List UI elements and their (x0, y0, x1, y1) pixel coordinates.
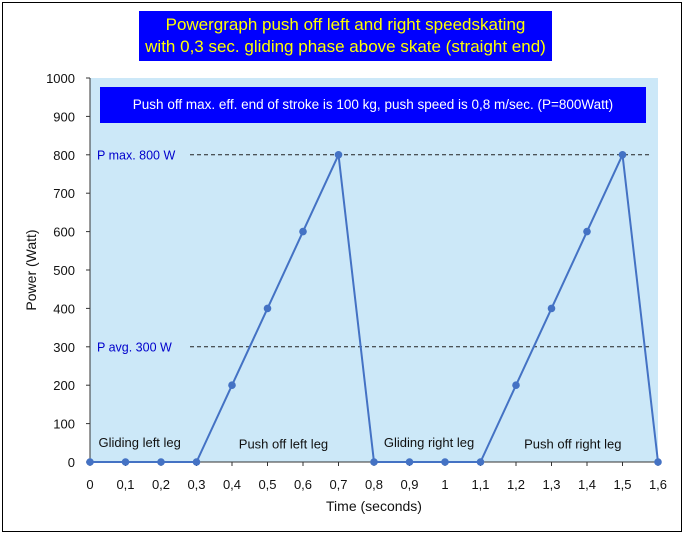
x-tick-label: 1,2 (507, 477, 525, 492)
y-tick-label: 200 (53, 378, 75, 393)
x-tick-label: 1,1 (471, 477, 489, 492)
chart-subtitle: Push off max. eff. end of stroke is 100 … (132, 97, 614, 112)
plot-area (90, 78, 658, 462)
x-tick-label: 0,3 (187, 477, 205, 492)
y-tick-label: 800 (53, 148, 75, 163)
phase-label: Push off right leg (524, 437, 621, 452)
chart-title-line-2: with 0,3 sec. gliding phase above skate … (145, 37, 546, 56)
x-tick-label: 1,5 (613, 477, 631, 492)
chart-title-box: Powergraph push off left and right speed… (139, 11, 552, 61)
y-tick-label: 1000 (46, 71, 75, 86)
data-point (547, 304, 556, 313)
data-point (86, 458, 94, 466)
chart-subtitle-box: Push off max. eff. end of stroke is 100 … (100, 87, 646, 123)
x-tick-label: 0 (86, 477, 93, 492)
x-tick-label: 0,7 (329, 477, 347, 492)
phase-label: Push off left leg (239, 437, 328, 452)
data-point (583, 227, 591, 236)
x-tick-label: 0,2 (152, 477, 170, 492)
x-tick-label: 0,8 (365, 477, 383, 492)
x-tick-label: 1 (441, 477, 448, 492)
y-tick-label: 500 (53, 263, 75, 278)
data-point (441, 458, 449, 466)
x-tick-label: 1,3 (542, 477, 560, 492)
x-tick-label: 1,4 (578, 477, 596, 492)
y-tick-label: 100 (53, 417, 75, 432)
y-tick-label: 300 (53, 340, 75, 355)
x-tick-label: 0,1 (116, 477, 134, 492)
x-tick-label: 0,6 (294, 477, 312, 492)
x-axis-label: Time (seconds) (326, 498, 422, 514)
x-tick-label: 0,4 (223, 477, 241, 492)
data-point (263, 304, 272, 313)
y-tick-label: 900 (53, 109, 75, 124)
data-point (121, 458, 130, 466)
reference-label-300: P avg. 300 W (97, 340, 172, 354)
data-point (405, 458, 414, 466)
y-tick-label: 700 (53, 186, 75, 201)
data-point (476, 458, 485, 466)
phase-label: Gliding right leg (384, 435, 474, 450)
chart-title-line-1: Powergraph push off left and right speed… (165, 15, 526, 34)
data-point (157, 458, 165, 466)
data-point (228, 381, 236, 390)
y-tick-label: 0 (68, 455, 75, 470)
x-tick-label: 1,6 (649, 477, 667, 492)
phase-label: Gliding left leg (99, 435, 181, 450)
data-point (370, 458, 378, 466)
x-tick-label: 0,5 (258, 477, 276, 492)
data-point (512, 381, 520, 390)
data-point (618, 151, 627, 159)
x-tick-label: 0,9 (400, 477, 418, 492)
data-point (334, 151, 343, 159)
data-point (192, 458, 201, 466)
reference-label-800: P max. 800 W (97, 148, 175, 162)
data-point (299, 227, 307, 236)
data-point (654, 458, 662, 466)
y-tick-label: 400 (53, 301, 75, 316)
y-axis-label: Power (Watt) (23, 229, 39, 310)
y-tick-label: 600 (53, 225, 75, 240)
